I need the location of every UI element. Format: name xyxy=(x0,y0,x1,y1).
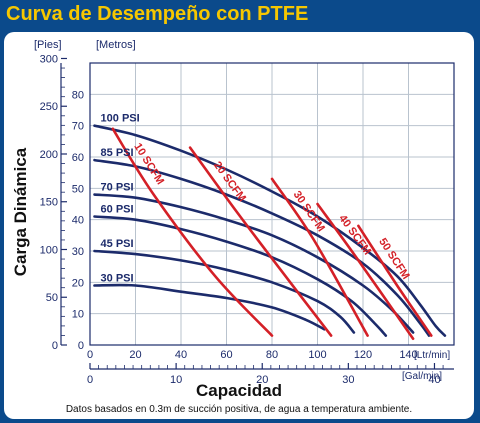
lpm-tick-label: 120 xyxy=(354,349,372,361)
meters-tick-label: 80 xyxy=(72,89,84,101)
meters-tick-label: 40 xyxy=(72,215,84,227)
meters-unit-label: [Metros] xyxy=(96,39,136,51)
meters-tick-label: 60 xyxy=(72,152,84,164)
gpm-tick-label: 0 xyxy=(87,374,93,386)
grid xyxy=(89,63,454,346)
feet-tick-label: 250 xyxy=(40,101,58,113)
feet-tick-label: 100 xyxy=(40,244,58,256)
pressure-curves xyxy=(93,124,447,337)
lpm-unit-label: [Ltr/min] xyxy=(414,350,450,361)
pressure-label-85-psi: 85 PSI xyxy=(101,147,134,159)
pressure-curve-30-psi xyxy=(93,283,326,331)
feet-tick-label: 150 xyxy=(40,197,58,209)
air-curve-20-scfm xyxy=(188,146,333,337)
pressure-label-45-psi: 45 PSI xyxy=(101,238,134,250)
air-consumption-curves xyxy=(111,127,433,340)
feet-tick-label: 50 xyxy=(46,292,58,304)
pressure-curve-45-psi xyxy=(93,249,356,334)
lpm-tick-label: 140 xyxy=(399,349,417,361)
gpm-unit-label: [Gal/min] xyxy=(402,371,442,382)
meters-tick-label: 30 xyxy=(72,246,84,258)
x-axis-title: Capacidad xyxy=(196,381,282,400)
pressure-label-70-psi: 70 PSI xyxy=(101,182,134,194)
feet-tick-label: 300 xyxy=(40,53,58,65)
feet-tick-label: 200 xyxy=(40,149,58,161)
feet-axis: 0 50 100 150 200 250 300 xyxy=(40,53,67,352)
air-label-20-scfm: 20 SCFM xyxy=(211,159,248,204)
meters-axis: 0 10 20 30 40 50 60 70 80 xyxy=(72,89,84,352)
pressure-label-100-psi: 100 PSI xyxy=(101,113,140,125)
lpm-tick-label: 0 xyxy=(87,349,93,361)
gpm-tick-label: 10 xyxy=(170,374,182,386)
feet-tick-label: 0 xyxy=(52,340,58,352)
plot-frame xyxy=(89,62,455,346)
meters-tick-label: 50 xyxy=(72,183,84,195)
air-label-10-scfm: 10 SCFM xyxy=(131,141,166,187)
chart-panel: 0 50 100 150 200 250 300 0 10 20 30 40 50 60 70 80 [Pi… xyxy=(4,32,474,419)
gpm-tick-label: 40 xyxy=(428,374,440,386)
lpm-axis: 0 20 40 60 80 100 120 140 xyxy=(87,349,418,361)
air-curve-40-scfm xyxy=(316,202,415,340)
lpm-tick-label: 20 xyxy=(129,349,141,361)
feet-unit-label: [Pies] xyxy=(34,39,62,51)
meters-tick-label: 10 xyxy=(72,309,84,321)
meters-tick-label: 0 xyxy=(78,340,84,352)
pressure-label-30-psi: 30 PSI xyxy=(101,272,134,284)
air-curve-50-scfm xyxy=(357,224,433,337)
lpm-tick-label: 40 xyxy=(175,349,187,361)
gpm-axis: 0 10 20 30 40 xyxy=(87,363,444,386)
footnote: Datos basados en 0.3m de succión positiv… xyxy=(66,404,412,415)
pressure-curve-85-psi xyxy=(93,158,431,337)
air-curve-10-scfm xyxy=(111,127,274,337)
y-axis-title: Carga Dinámica xyxy=(11,147,30,276)
gpm-tick-label: 30 xyxy=(342,374,354,386)
pressure-label-60-psi: 60 PSI xyxy=(101,204,134,216)
pressure-curve-100-psi xyxy=(93,124,447,337)
meters-tick-label: 20 xyxy=(72,277,84,289)
chart-title: Curva de Desempeño con PTFE xyxy=(6,3,309,25)
air-curve-30-scfm xyxy=(270,177,369,337)
lpm-tick-label: 60 xyxy=(220,349,232,361)
gpm-tick-label: 20 xyxy=(256,374,268,386)
lpm-tick-label: 100 xyxy=(308,349,326,361)
meters-tick-label: 70 xyxy=(72,121,84,133)
pressure-curve-70-psi xyxy=(93,193,415,334)
lpm-tick-label: 80 xyxy=(266,349,278,361)
